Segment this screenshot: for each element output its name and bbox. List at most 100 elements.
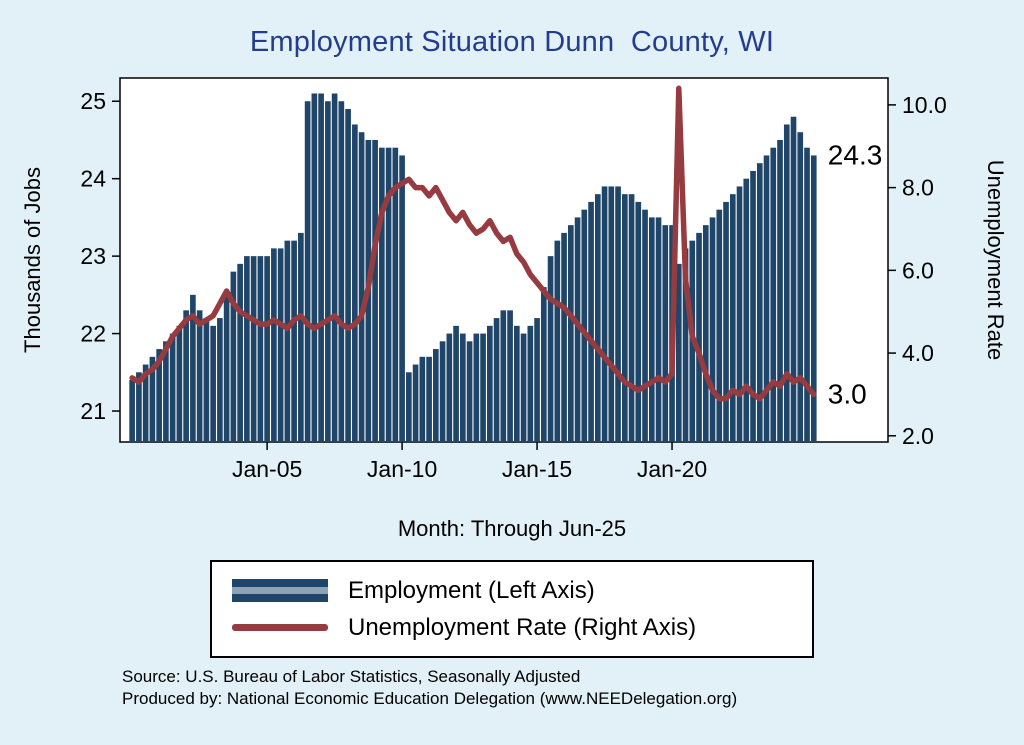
employment-bar [352,124,358,442]
unemployment-line [129,85,817,402]
employment-bar [588,201,594,442]
employment-bar [567,225,574,442]
right-axis-title: Unemployment Rate [983,160,1008,361]
left-tick-label: 21 [80,398,106,424]
employment-bar [648,217,655,442]
employment-bar [412,364,419,442]
left-tick-label: 25 [80,88,106,114]
employment-bar [655,217,662,442]
employment-bar [156,349,162,442]
employment-bar [514,325,520,442]
x-tick-label: Jan-05 [232,456,302,482]
employment-bar [250,256,257,442]
employment-bar [702,225,709,442]
employment-bar [257,256,264,442]
employment-bar [756,163,763,442]
employment-bar [358,132,365,442]
employment-bar [621,194,628,442]
employment-bar [453,325,459,442]
employment-bar [635,201,642,442]
employment-bar [736,186,743,442]
employment-bar [169,333,176,442]
footer-notes: Source: U.S. Bureau of Labor Statistics,… [122,666,737,710]
employment-bar [406,372,412,442]
legend-item-employment: Employment (Left Axis) [232,572,798,609]
employment-bar [196,310,203,442]
right-tick-label: 6.0 [902,257,934,283]
right-tick-label: 10.0 [902,92,947,118]
employment-bar [729,194,736,442]
employment-bar [223,294,230,442]
employment-bar [345,108,351,443]
employment-bar [446,333,453,442]
plot-area: 21 22 23 24 25 2.0 4.0 6.0 8.0 10.0 Jan-05 Jan-10 Ja… [20,77,1008,482]
employment-bar [217,318,223,442]
employment-bar [325,101,331,443]
employment-bar [304,101,311,443]
employment-bar [682,248,689,442]
employment-bar [142,364,149,442]
employment-bar [183,310,189,442]
employment-bar [709,217,716,442]
employment-bar [372,139,378,442]
employment-bar [311,93,318,443]
legend: Employment (Left Axis) Unemployment Rate… [210,560,814,658]
employment-bar [338,101,345,443]
source-note: Source: U.S. Bureau of Labor Statistics,… [122,667,581,686]
employment-bar [500,310,507,442]
left-tick-label: 23 [80,243,106,269]
employment-bar [480,333,486,442]
employment-bar [790,116,797,442]
employment-bar [507,310,513,442]
employment-bar [318,93,324,443]
end-label-right: 3.0 [828,378,867,409]
legend-label-unemployment: Unemployment Rate (Right Axis) [348,613,697,641]
producer-note: Produced by: National Economic Education… [122,689,738,709]
employment-bar [581,209,588,442]
employment-bar [230,271,237,442]
employment-bar [810,155,817,442]
employment-bar [716,209,723,442]
employment-bar [615,186,621,442]
employment-bar [136,372,142,442]
employment-bar [783,124,790,442]
employment-bar [554,240,561,442]
employment-bar [385,147,392,442]
employment-bar [439,341,446,442]
employment-bar [379,147,385,442]
employment-bar [723,201,729,442]
employment-bar [520,333,527,442]
right-tick-label: 8.0 [902,175,934,201]
employment-bar-swatch [232,579,328,602]
left-tick-label: 24 [80,166,106,192]
employment-bar [237,263,243,442]
employment-bar [574,217,581,442]
employment-bar [419,356,426,442]
employment-bar [777,139,783,442]
employment-bar [244,256,250,442]
legend-label-employment: Employment (Left Axis) [348,576,595,604]
employment-bar [804,147,810,442]
employment-bar [298,232,304,442]
employment-bar [594,194,601,442]
end-label-left: 24.3 [828,139,883,170]
chart-title: Employment Situation Dunn County, WI [249,26,775,58]
employment-bar [696,232,702,442]
employment-bar [642,209,648,442]
employment-bar [277,248,284,442]
employment-bar [149,356,156,442]
x-tick-label: Jan-10 [367,456,437,482]
employment-bar [271,248,277,442]
employment-bar [675,263,682,442]
right-tick-label: 4.0 [902,340,934,366]
employment-bar [264,256,270,442]
employment-bar [163,341,169,442]
x-tick-label: Jan-20 [637,456,707,482]
employment-bar [176,325,183,442]
employment-bar [540,287,547,442]
employment-bar [466,341,473,442]
employment-bar [493,318,500,442]
employment-bar [426,356,432,442]
employment-bar [460,333,466,442]
